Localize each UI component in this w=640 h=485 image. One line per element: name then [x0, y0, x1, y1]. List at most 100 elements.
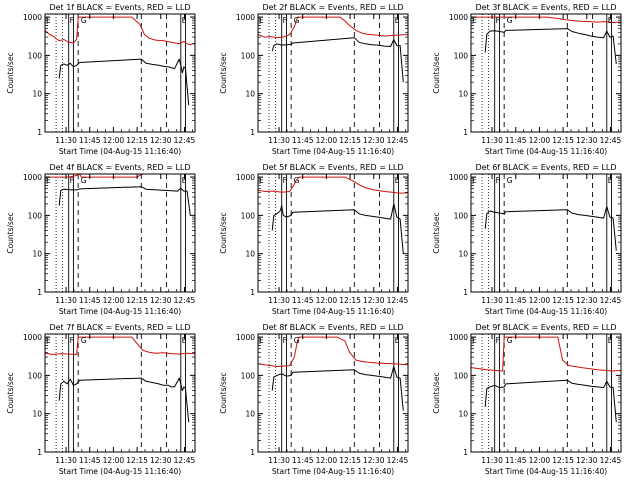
phase-marker: F — [283, 176, 287, 185]
y-tick-label: 100 — [241, 211, 256, 220]
series-group — [45, 174, 195, 216]
plot-frame — [257, 333, 409, 453]
series-events-line — [58, 377, 190, 423]
y-tick-label: 1 — [463, 288, 468, 297]
x-axis-label: Start Time (04-Aug-15 11:16:40) — [59, 467, 181, 476]
plot-frame — [470, 333, 622, 453]
phase-marker: E — [259, 176, 264, 185]
y-axis-label: Counts/sec — [219, 52, 228, 93]
x-tick-label: 11:30 — [55, 136, 77, 145]
x-tick-label: 12:15 — [339, 456, 361, 465]
chart-panel-1: Det 1f BLACK = Events, RED = LLD Counts/s… — [6, 3, 196, 156]
phase-marker: G — [294, 336, 300, 345]
x-tick-label: 12:00 — [103, 456, 125, 465]
x-tick-label: 12:45 — [387, 456, 409, 465]
y-axis-label: Counts/sec — [432, 52, 441, 93]
y-tick-label: 1000 — [449, 13, 468, 22]
x-tick-label: 11:30 — [481, 456, 503, 465]
x-tick-label: 12:00 — [316, 456, 338, 465]
series-events-line — [271, 366, 404, 411]
y-tick-label: 1 — [250, 128, 255, 137]
chart-panel-2: Det 2f BLACK = Events, RED = LLD Counts/s… — [219, 3, 409, 156]
phase-marker: F — [70, 176, 74, 185]
x-tick-label: 12:45 — [600, 136, 622, 145]
x-tick-label: 11:30 — [268, 456, 290, 465]
x-axis-label: Start Time (04-Aug-15 11:16:40) — [272, 467, 394, 476]
phase-marker: E — [182, 16, 187, 25]
y-tick-label: 100 — [28, 51, 43, 60]
x-tick-label: 12:30 — [363, 296, 385, 305]
chart-title: Det 4f BLACK = Events, RED = LLD — [49, 163, 190, 172]
y-tick-label: 10 — [32, 90, 42, 99]
y-axis-label: Counts/sec — [6, 372, 15, 413]
chart-panel-8: Det 8f BLACK = Events, RED = LLD Counts/s… — [219, 323, 409, 476]
phase-marker: E — [46, 16, 51, 25]
chart-title: Det 8f BLACK = Events, RED = LLD — [262, 323, 403, 332]
reference-lines — [481, 174, 612, 292]
phase-marker: F — [70, 336, 74, 345]
phase-marker: G — [507, 336, 513, 345]
phase-marker: E — [395, 16, 400, 25]
x-tick-label: 12:00 — [529, 296, 551, 305]
series-group — [45, 16, 195, 106]
plot-frame — [44, 13, 196, 133]
y-tick-label: 1 — [463, 448, 468, 457]
chart-panel-5: Det 5f BLACK = Events, RED = LLD Counts/s… — [219, 163, 409, 316]
reference-lines — [268, 174, 399, 292]
x-tick-label: 12:45 — [174, 296, 196, 305]
x-tick-label: 12:30 — [576, 136, 598, 145]
phase-marker: G — [294, 16, 300, 25]
x-axis-label: Start Time (04-Aug-15 11:16:40) — [272, 147, 394, 156]
phase-marker: G — [507, 176, 513, 185]
series-group — [258, 176, 408, 254]
x-tick-label: 12:15 — [339, 296, 361, 305]
reference-lines — [55, 14, 186, 132]
x-tick-label: 11:45 — [79, 136, 101, 145]
y-tick-label: 10 — [32, 250, 42, 259]
series-lld-line — [258, 176, 408, 194]
series-lld-line — [45, 16, 195, 46]
x-tick-label: 11:45 — [292, 456, 314, 465]
series-events-line — [271, 203, 404, 254]
chart-panel-4: Det 4f BLACK = Events, RED = LLD Counts/s… — [6, 163, 196, 316]
phase-marker: E — [395, 336, 400, 345]
reference-lines — [55, 174, 186, 292]
y-axis-label: Counts/sec — [432, 372, 441, 413]
series-events-line — [484, 379, 617, 423]
plot-frame — [257, 13, 409, 133]
x-tick-label: 12:15 — [126, 136, 148, 145]
plot-frame — [44, 173, 196, 293]
x-tick-label: 12:00 — [316, 296, 338, 305]
x-tick-label: 11:30 — [268, 136, 290, 145]
x-axis-label: Start Time (04-Aug-15 11:16:40) — [485, 307, 607, 316]
series-lld-line — [45, 174, 195, 178]
y-tick-label: 1 — [37, 128, 42, 137]
series-events-line — [58, 58, 190, 106]
series-group — [471, 336, 621, 423]
series-group — [258, 16, 408, 83]
phase-marker: E — [395, 176, 400, 185]
x-tick-label: 11:30 — [481, 296, 503, 305]
x-tick-label: 12:15 — [126, 296, 148, 305]
x-tick-label: 12:00 — [103, 296, 125, 305]
chart-panel-9: Det 9f BLACK = Events, RED = LLD Counts/s… — [432, 323, 622, 476]
chart-title: Det 6f BLACK = Events, RED = LLD — [475, 163, 616, 172]
y-tick-label: 1000 — [23, 173, 42, 182]
chart-panel-3: Det 3f BLACK = Events, RED = LLD Counts/s… — [432, 3, 622, 156]
phase-marker: G — [81, 16, 87, 25]
x-tick-label: 12:30 — [150, 296, 172, 305]
x-tick-label: 11:45 — [505, 136, 527, 145]
phase-marker: G — [81, 336, 87, 345]
x-tick-label: 12:15 — [126, 456, 148, 465]
series-group — [471, 174, 621, 251]
series-events-line — [484, 206, 617, 251]
y-tick-label: 10 — [32, 410, 42, 419]
x-tick-label: 11:30 — [481, 136, 503, 145]
phase-marker: F — [283, 336, 287, 345]
series-group — [258, 336, 408, 411]
chart-title: Det 7f BLACK = Events, RED = LLD — [49, 323, 190, 332]
y-axis-label: Counts/sec — [219, 372, 228, 413]
x-axis-label: Start Time (04-Aug-15 11:16:40) — [59, 307, 181, 316]
x-tick-label: 11:45 — [79, 296, 101, 305]
